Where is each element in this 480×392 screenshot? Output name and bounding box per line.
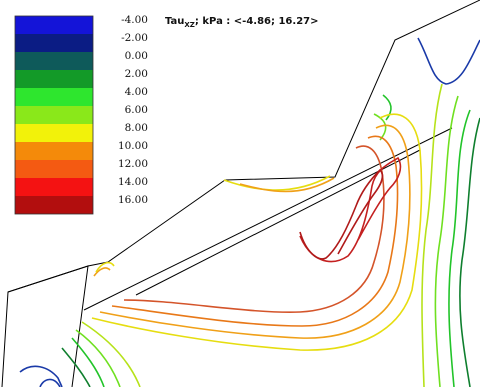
contour-line — [421, 83, 443, 388]
legend-label: 12.00 — [117, 158, 148, 170]
contour-line — [61, 347, 91, 388]
legend-label: 2.00 — [124, 68, 148, 80]
contour-line — [75, 329, 121, 388]
legend-label: 14.00 — [117, 176, 148, 188]
legend-swatch — [15, 142, 93, 160]
contour-line — [99, 124, 411, 339]
contour-line — [19, 365, 63, 388]
contour-line — [417, 37, 480, 85]
legend-swatch — [15, 160, 93, 178]
legend-label: 0.00 — [124, 50, 148, 62]
title-subscript: XZ — [184, 21, 195, 29]
contour-line — [81, 321, 141, 388]
legend-swatch — [15, 196, 93, 214]
contour-line — [459, 117, 480, 388]
title-suffix: ; kPa : <-4.86; 16.27> — [194, 16, 319, 27]
contour-lines — [19, 37, 480, 388]
legend-label: 4.00 — [124, 86, 148, 98]
contour-line — [382, 94, 392, 121]
contour-line — [299, 168, 384, 260]
left-block — [7, 265, 89, 388]
contour-line — [239, 177, 335, 193]
plot-title: TauXZ; kPa : <-4.86; 16.27> — [165, 16, 318, 29]
legend-swatch — [15, 124, 93, 142]
legend-swatch — [15, 88, 93, 106]
legend-label: 10.00 — [117, 140, 148, 152]
slip-line-1 — [83, 127, 453, 311]
legend-label: -4.00 — [121, 14, 148, 26]
contour-line — [91, 113, 423, 351]
legend-swatch — [15, 106, 93, 124]
legend-swatch — [15, 34, 93, 52]
legend-swatch — [15, 52, 93, 70]
contour-line — [39, 378, 61, 388]
contour-line — [434, 95, 459, 388]
contour-line — [93, 267, 111, 277]
legend-label: -2.00 — [121, 32, 148, 44]
slip-line-2 — [135, 149, 421, 296]
contour-line — [111, 135, 399, 327]
legend-swatch — [15, 16, 93, 34]
legend-swatches — [14, 15, 94, 215]
title-prefix: Tau — [165, 16, 185, 27]
contour-line — [95, 261, 115, 273]
contour-line — [299, 156, 402, 263]
legend-label: 16.00 — [117, 194, 148, 206]
contour-line — [123, 145, 385, 313]
legend-frame — [14, 15, 94, 215]
legend-label: 6.00 — [124, 104, 148, 116]
legend-label: 8.00 — [124, 122, 148, 134]
legend-swatch — [15, 178, 93, 196]
legend-swatch — [15, 70, 93, 88]
contour-line — [448, 109, 471, 388]
contour-line — [71, 337, 105, 388]
